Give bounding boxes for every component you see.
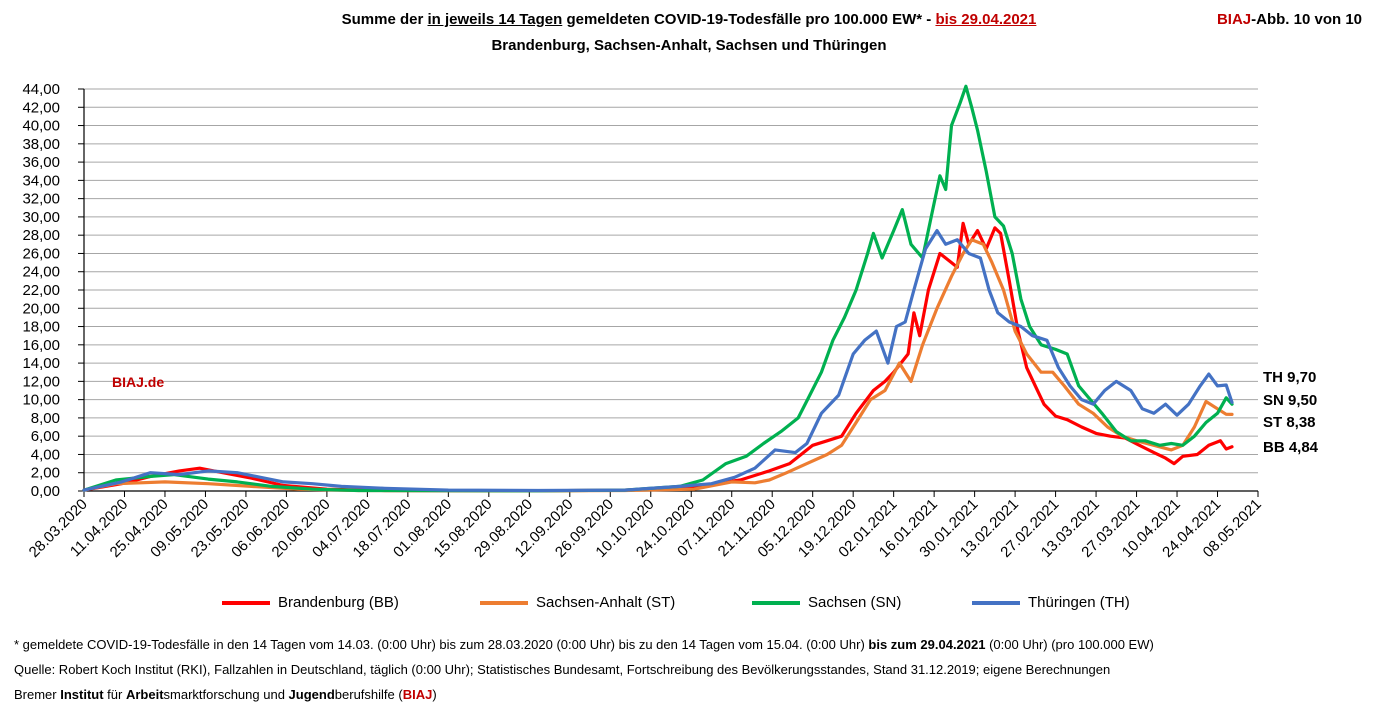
series-end-label: TH 9,70: [1263, 369, 1316, 386]
y-tick-label: 34,00: [22, 172, 60, 189]
series-line: [82, 238, 1234, 493]
legend-item: Thüringen (TH): [972, 594, 1130, 611]
figure-number: BIAJ-Abb. 10 von 10: [1217, 11, 1362, 28]
legend-label: Thüringen (TH): [1028, 594, 1130, 611]
legend-label: Sachsen (SN): [808, 594, 902, 611]
y-tick-label: 10,00: [22, 392, 60, 409]
y-tick-label: 22,00: [22, 282, 60, 299]
publisher-text: für: [103, 687, 126, 702]
publisher-text: Arbeit: [125, 687, 164, 702]
y-tick-label: 14,00: [22, 355, 60, 372]
publisher-text: Bremer: [14, 687, 61, 702]
series-line: [82, 84, 1234, 493]
brand-label: BIAJ.de: [112, 374, 165, 390]
end-labels: BB 4,84 ST 8,38 SN 9,50 TH 9,70: [1263, 369, 1319, 456]
y-tick-label: 4,00: [31, 446, 60, 463]
x-axis: 28.03.202011.04.202025.04.202009.05.2020…: [26, 490, 1265, 561]
legend-swatch: [972, 600, 1020, 605]
publisher-brand: BIAJ: [402, 687, 433, 702]
title-part: Summe der: [341, 11, 428, 28]
series-end-label: ST 8,38: [1263, 414, 1316, 431]
y-tick-label: 2,00: [31, 465, 60, 482]
y-tick-label: 8,00: [31, 410, 60, 427]
legend: Brandenburg (BB) Sachsen-Anhalt (ST) Sachs…: [0, 594, 1378, 616]
legend-swatch: [752, 600, 800, 605]
footnote-date: bis zum 29.04.2021: [868, 637, 986, 652]
series-end-label: BB 4,84: [1263, 439, 1319, 456]
chart-subtitle: Brandenburg, Sachsen-Anhalt, Sachsen und…: [491, 37, 887, 54]
y-tick-label: 16,00: [22, 337, 60, 354]
footnote-text: * gemeldete COVID-19-Todesfälle in den 1…: [14, 637, 869, 652]
y-tick-label: 6,00: [31, 428, 60, 445]
y-tick-label: 0,00: [31, 483, 60, 500]
y-tick-label: 38,00: [22, 136, 60, 153]
y-tick-label: 24,00: [22, 264, 60, 281]
y-tick-label: 44,00: [22, 81, 60, 98]
publisher-text: Institut: [60, 687, 104, 702]
legend-label: Brandenburg (BB): [278, 594, 399, 611]
publisher-text: ): [432, 687, 437, 702]
legend-item: Sachsen (SN): [752, 594, 901, 611]
series-line: [82, 221, 1234, 493]
figure-count: -Abb. 10 von 10: [1251, 11, 1362, 28]
legend-item: Brandenburg (BB): [222, 594, 399, 611]
y-tick-label: 36,00: [22, 154, 60, 171]
publisher-text: Jugend: [288, 687, 335, 702]
chart-title: Summe der in jeweils 14 Tagen gemeldeten…: [0, 11, 1378, 28]
y-tick-label: 26,00: [22, 245, 60, 262]
y-tick-label: 42,00: [22, 99, 60, 116]
series-lines: [82, 84, 1234, 493]
y-tick-label: 20,00: [22, 300, 60, 317]
source-note: Quelle: Robert Koch Institut (RKI), Fall…: [14, 662, 1111, 677]
title-part: gemeldeten COVID-19-Todesfälle pro 100.0…: [562, 11, 936, 28]
figure-brand: BIAJ: [1216, 11, 1252, 28]
title-emphasis: in jeweils 14 Tagen: [427, 11, 563, 28]
title-date: bis 29.04.2021: [935, 11, 1037, 28]
y-tick-label: 18,00: [22, 319, 60, 336]
y-tick-label: 28,00: [22, 227, 60, 244]
y-tick-label: 40,00: [22, 118, 60, 135]
legend-swatch: [222, 600, 270, 605]
y-tick-label: 32,00: [22, 191, 60, 208]
publisher-note: Bremer Institut für Arbeitsmarktforschun…: [14, 687, 437, 702]
footnote: * gemeldete COVID-19-Todesfälle in den 1…: [14, 637, 1154, 652]
legend-item: Sachsen-Anhalt (ST): [480, 594, 675, 611]
y-tick-label: 30,00: [22, 209, 60, 226]
footnote-text: (0:00 Uhr) (pro 100.000 EW): [985, 637, 1154, 652]
publisher-text: berufshilfe (: [334, 687, 403, 702]
y-tick-label: 12,00: [22, 373, 60, 390]
legend-swatch: [480, 600, 528, 605]
publisher-text: smarktforschung und: [163, 687, 289, 702]
series-line: [82, 229, 1234, 493]
legend-label: Sachsen-Anhalt (ST): [536, 594, 676, 611]
grid-lines: [84, 88, 1258, 474]
series-end-label: SN 9,50: [1263, 392, 1317, 409]
